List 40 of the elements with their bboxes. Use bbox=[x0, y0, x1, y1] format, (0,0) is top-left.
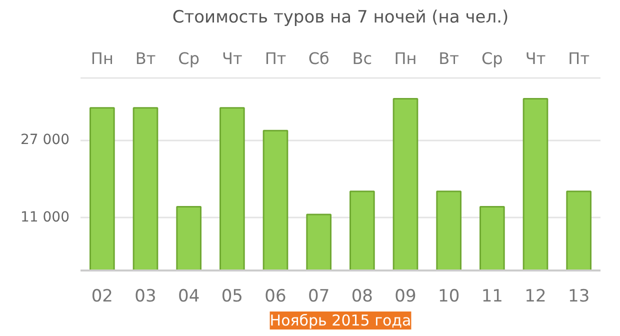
x-tick-label: 10 bbox=[438, 286, 460, 306]
bar bbox=[262, 130, 288, 270]
y-tick-label: 27 000 bbox=[20, 132, 70, 148]
bar bbox=[132, 107, 158, 270]
x-tick-label: 05 bbox=[221, 286, 243, 306]
bar bbox=[566, 190, 592, 270]
text: Пт bbox=[568, 49, 590, 68]
x-axis-title: Ноябрь 2015 года bbox=[270, 312, 412, 330]
text: Пт bbox=[264, 49, 286, 68]
bar bbox=[392, 98, 418, 270]
bar bbox=[90, 107, 115, 270]
x-tick-label: 11 bbox=[481, 286, 503, 306]
text: Чт bbox=[222, 49, 242, 68]
bar bbox=[436, 190, 462, 270]
text: Вт bbox=[438, 49, 459, 68]
bar bbox=[306, 214, 332, 270]
x-tick-label: 03 bbox=[134, 286, 156, 306]
text: Чт bbox=[525, 49, 546, 68]
text: Вт bbox=[135, 49, 156, 68]
text: Вс bbox=[352, 49, 372, 68]
bar bbox=[522, 98, 548, 270]
text: Ср bbox=[178, 49, 200, 68]
bar bbox=[176, 206, 202, 270]
text: Пн bbox=[90, 49, 114, 68]
x-tick-label: 09 bbox=[394, 286, 416, 306]
bar bbox=[350, 190, 375, 270]
x-tick-label: 07 bbox=[308, 286, 330, 306]
text: Пн bbox=[394, 49, 417, 68]
x-tick-label: 08 bbox=[351, 286, 373, 306]
x-tick-label: 04 bbox=[178, 286, 200, 306]
text: Сб bbox=[308, 49, 330, 68]
x-tick-label: 13 bbox=[568, 286, 590, 306]
x-tick-label: 02 bbox=[91, 286, 113, 306]
bar bbox=[480, 206, 505, 270]
chart-title: Стоимость туров на 7 ночей (на чел.) bbox=[172, 8, 509, 28]
text: Ср bbox=[482, 49, 503, 68]
y-tick-label: 11 000 bbox=[20, 209, 70, 226]
bar bbox=[220, 107, 245, 270]
x-tick-label: 06 bbox=[264, 286, 286, 306]
x-tick-label: 12 bbox=[524, 286, 546, 306]
